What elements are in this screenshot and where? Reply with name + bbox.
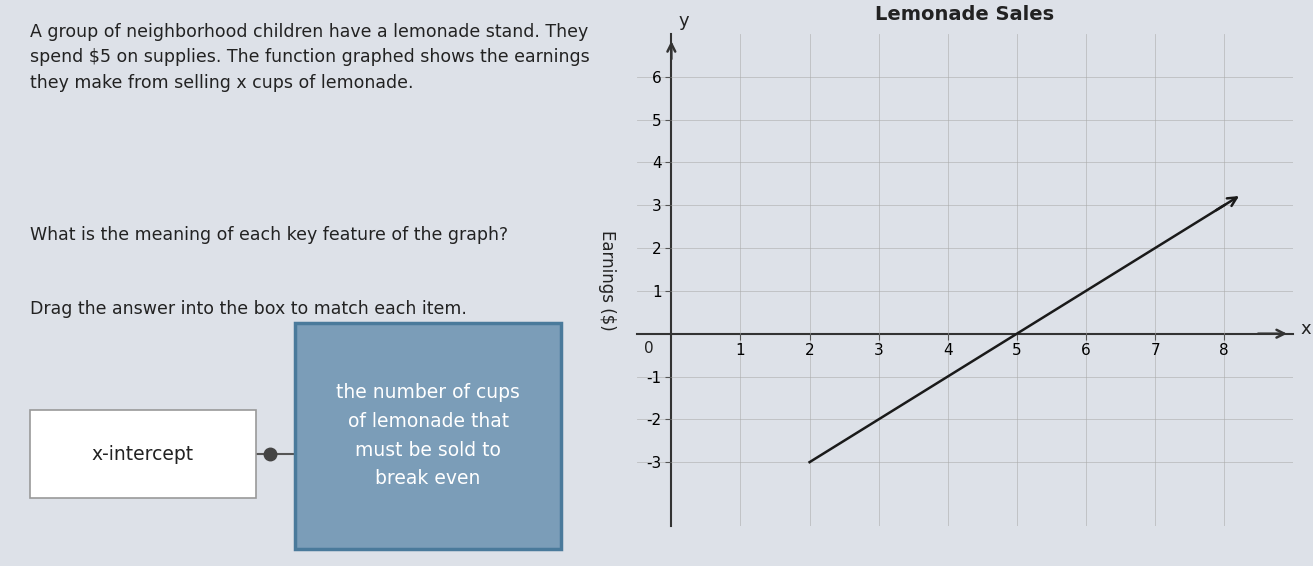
Text: 0: 0 <box>645 341 654 357</box>
Text: What is the meaning of each key feature of the graph?: What is the meaning of each key feature … <box>30 226 508 245</box>
Text: Drag the answer into the box to match each item.: Drag the answer into the box to match ea… <box>30 300 467 318</box>
FancyBboxPatch shape <box>295 323 561 549</box>
Text: x: x <box>1300 320 1310 337</box>
Text: y: y <box>679 12 689 29</box>
Text: x-intercept: x-intercept <box>92 445 194 464</box>
Y-axis label: Earnings ($): Earnings ($) <box>597 230 616 331</box>
FancyBboxPatch shape <box>30 410 256 498</box>
Title: Lemonade Sales: Lemonade Sales <box>876 5 1054 24</box>
Text: A group of neighborhood children have a lemonade stand. They
spend $5 on supplie: A group of neighborhood children have a … <box>30 23 590 92</box>
Text: the number of cups
of lemonade that
must be sold to
break even: the number of cups of lemonade that must… <box>336 383 520 488</box>
